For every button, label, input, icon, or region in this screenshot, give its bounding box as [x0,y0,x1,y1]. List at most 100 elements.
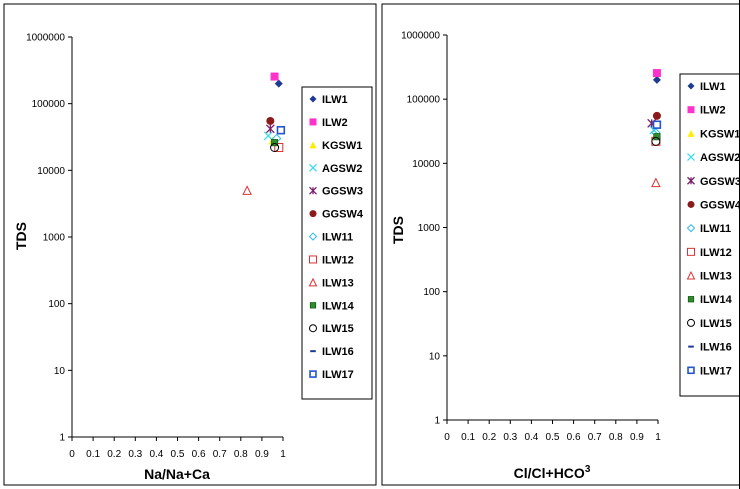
legend-label-ilw15: ILW15 [322,323,354,335]
chart-panel-1: 1 10 100 1000 10000 100000 1000000 0 0.1 0.2 0.3 0.… [3,3,377,486]
legend-label-ggsw3: GGSW3 [322,186,363,198]
x-tick-label: 0 [69,449,75,460]
legend-marker-ilw14 [309,302,317,309]
legend-label-ilw1: ILW1 [700,81,726,93]
legend-marker-ilw17 [687,366,695,375]
y-tick-label: 1 [59,433,65,444]
x-axis-title-text: Cl/Cl+HCO [514,465,585,481]
legend-marker-ggsw3 [309,186,317,195]
legend-label-agsw2: AGSW2 [322,163,362,175]
x-tick-label: 0.2 [482,432,496,443]
legend-marker-ilw15 [309,324,317,333]
legend-marker-kgsw1 [687,129,695,137]
legend-label-ilw12: ILW12 [700,247,732,259]
legend-label-ilw15: ILW15 [700,318,732,330]
legend-marker-ggsw4 [309,210,317,218]
legend-marker-ggsw4 [687,200,695,208]
legend-label-ilw16: ILW16 [322,346,354,358]
x-axis-title-superscript: 3 [585,464,591,475]
legend-label-ilw1: ILW1 [322,94,348,106]
y-tick-label: 100 [423,287,440,298]
x-tick-label: 0.9 [630,432,644,443]
x-axis-title: Na/Na+Ca [144,466,210,482]
data-point-ilw14 [653,133,661,141]
x-tick-label: 0.4 [524,432,538,443]
legend-box [301,86,373,400]
x-tick-label: 0.9 [255,449,269,460]
legend-marker-ggsw3 [687,176,695,185]
data-point-ilw17 [276,125,286,135]
x-tick-label: 0 [444,432,450,443]
y-tick-label: 10000 [37,166,65,177]
x-axis-title-text: Na/Na+Ca [144,466,210,482]
x-tick-label: 0.6 [567,432,581,443]
y-tick-label: 100000 [32,99,66,110]
y-tick-label: 10000 [412,159,440,170]
legend-marker-ilw15 [687,318,695,327]
legend-marker-agsw2 [309,163,317,172]
y-tick-label: 1000000 [26,33,65,44]
data-point-ilw2 [270,72,279,81]
legend-marker-ilw2 [309,118,317,126]
legend: ILW1 ILW2 KGSW1 AGSW2 GGSW3 GGSW4 ILW11 ILW12 IL… [679,73,740,397]
legend-marker-ilw11 [308,232,318,241]
y-tick-label: 1000 [43,233,66,244]
x-tick-label: 0.8 [609,432,623,443]
legend-marker-ilw17 [309,370,317,378]
data-point-ilw15 [270,143,280,153]
x-tick-label: 0.2 [107,449,121,460]
legend-label-ilw14: ILW14 [700,294,733,306]
legend-label-kgsw1: KGSW1 [700,128,740,140]
legend-label-ilw16: ILW16 [700,342,732,354]
x-tick-label: 0.4 [149,449,163,460]
x-tick-label: 0.5 [546,432,560,443]
data-point-ilw2 [652,69,661,78]
x-tick-label: 0.3 [503,432,517,443]
legend-label-ilw11: ILW11 [322,232,353,244]
data-point-ilw14 [271,139,279,147]
x-tick-label: 0.5 [171,449,185,460]
y-tick-label: 1000 [418,223,441,234]
x-tick-label: 1 [280,449,286,460]
legend-label-ilw12: ILW12 [322,254,354,266]
legend: ILW1 ILW2 KGSW1 AGSW2 GGSW3 GGSW4 ILW11 ILW12 IL… [301,86,373,400]
legend-label-ilw13: ILW13 [700,271,732,283]
legend-label-ilw17: ILW17 [700,365,732,377]
x-axis-title: Cl/Cl+HCO3 [514,464,591,481]
legend-marker-ilw12 [309,255,317,264]
legend-label-ilw2: ILW2 [322,117,348,129]
legend-label-kgsw1: KGSW1 [322,140,362,152]
data-point-ggsw4 [266,116,275,125]
data-point-ggsw4 [652,111,661,120]
legend-box [679,73,740,397]
legend-label-ilw11: ILW11 [700,223,731,235]
legend-label-ggsw4: GGSW4 [322,209,364,221]
x-tick-label: 0.8 [234,449,248,460]
y-tick-label: 100000 [407,95,441,106]
legend-marker-ilw2 [687,106,695,114]
legend-label-ilw14: ILW14 [322,300,355,312]
legend-marker-ilw1 [309,95,317,103]
legend-marker-agsw2 [687,153,695,162]
x-tick-label: 0.3 [128,449,142,460]
legend-marker-ilw13 [686,270,696,280]
y-tick-label: 10 [429,351,441,362]
data-point-ilw13 [242,185,252,195]
data-point-ilw15 [651,136,661,146]
y-tick-label: 1 [434,416,440,427]
y-axis-title: TDS [13,222,29,250]
legend-marker-kgsw1 [309,141,317,149]
data-point-agsw2 [263,131,273,141]
legend-marker-ilw14 [687,296,695,303]
data-point-ilw13 [651,177,661,188]
x-tick-label: 0.7 [588,432,602,443]
data-point-ilw17 [652,120,662,129]
legend-marker-ilw12 [687,247,695,256]
legend-label-ilw2: ILW2 [700,105,726,117]
data-point-ilw1 [274,79,283,88]
legend-label-ilw13: ILW13 [322,277,354,289]
x-tick-label: 0.6 [192,449,206,460]
x-tick-label: 0.1 [461,432,475,443]
chart-panel-2: 1 10 100 1000 10000 100000 1000000 0 0.1 0.2 0.3 0.… [381,3,740,486]
